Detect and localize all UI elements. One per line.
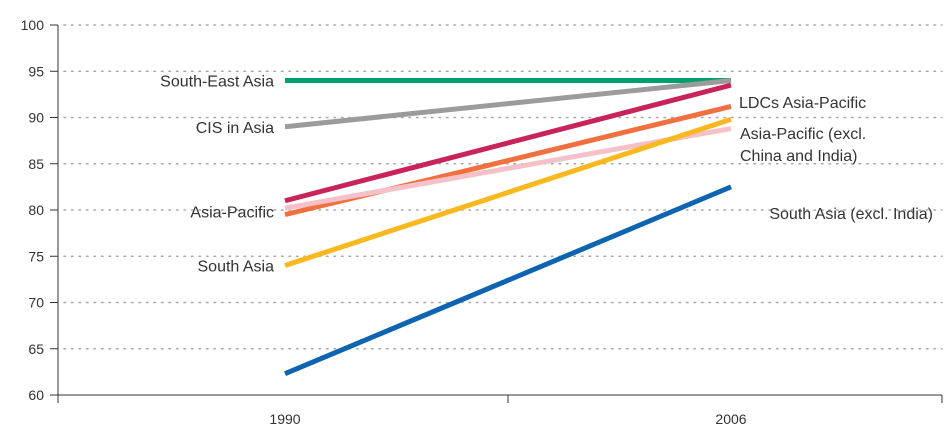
y-tick-label-80: 80: [28, 202, 44, 218]
label-right-6-line-0: South Asia (excl. India): [769, 206, 933, 223]
label-right-2-line-0: LDCs Asia-Pacific: [739, 95, 866, 112]
label-left-1: CIS in Asia: [196, 120, 274, 137]
x-tick-label-2006: 2006: [715, 411, 746, 427]
y-tick-label-90: 90: [28, 110, 44, 126]
series-line-south-asia: [284, 116, 732, 268]
series-lines: [284, 78, 732, 377]
series-line-ldcs-asia-pacific: [284, 82, 732, 204]
series-line-south-asia-excl-india: [284, 184, 732, 377]
y-tick-label-100: 100: [21, 17, 45, 33]
tick-labels: 60 65 70 75 80 85 90 95 100 1990 2006: [21, 17, 747, 427]
x-tick-label-1990: 1990: [269, 411, 300, 427]
label-right-4-line-0: Asia-Pacific (excl.: [740, 126, 866, 143]
axes: [50, 24, 943, 403]
label-left-5: South Asia: [198, 259, 275, 276]
label-right-4-line-1: China and India): [740, 148, 857, 165]
y-tick-label-85: 85: [28, 156, 44, 172]
label-left-0: South-East Asia: [160, 74, 274, 91]
series-line-cis-in-asia: [284, 78, 732, 130]
y-tick-label-65: 65: [28, 341, 44, 357]
y-tick-label-75: 75: [28, 248, 44, 264]
y-tick-label-70: 70: [28, 295, 44, 311]
y-tick-label-95: 95: [28, 63, 44, 79]
series-labels: South-East Asia CIS in Asia Asia-Pacific So…: [160, 74, 933, 276]
label-left-3: Asia-Pacific: [190, 205, 274, 222]
y-tick-label-60: 60: [28, 387, 44, 403]
